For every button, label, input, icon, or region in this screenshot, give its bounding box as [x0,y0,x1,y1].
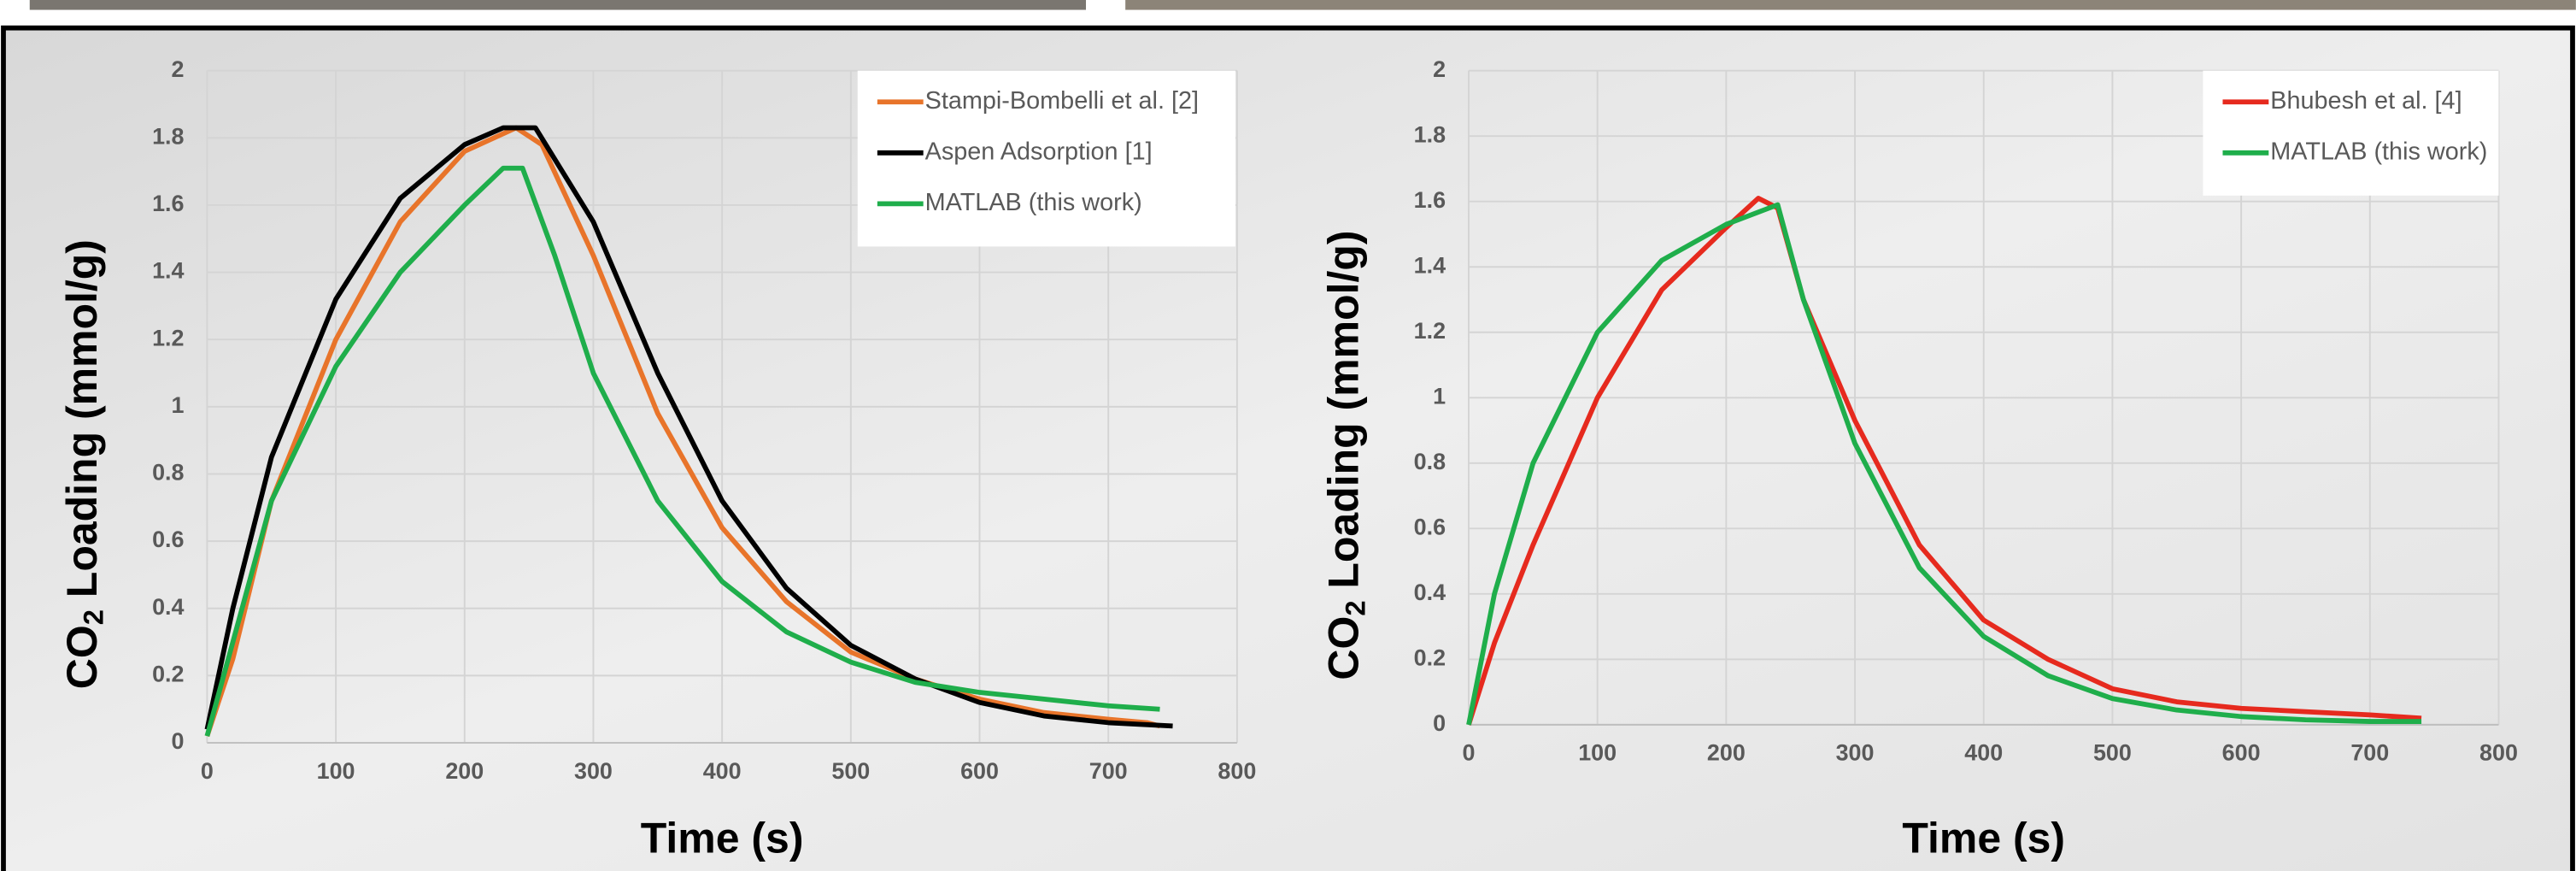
data-line [204,125,1161,738]
y-tick-label: 1 [172,392,185,418]
legend-label: Aspen Adsorption [1] [925,138,1153,165]
y-tick-label: 0 [1433,710,1446,736]
data-line [204,165,1160,737]
frame [1,25,2575,871]
y-axis-title-part: 2 [77,609,109,625]
x-tick-label: 500 [2093,740,2132,766]
y-tick-label: 1.8 [152,123,184,149]
y-tick-label: 0.4 [152,594,184,620]
x-tick-label: 200 [1707,740,1746,766]
data-line [1466,202,2422,726]
x-tick-label: 400 [1964,740,2003,766]
x-tick-label: 800 [1218,758,1256,784]
x-tick-label: 600 [960,758,999,784]
legend-label: MATLAB (this work) [925,189,1142,216]
x-tick-label: 800 [2479,740,2518,766]
x-tick-label: 500 [831,758,870,784]
y-tick-label: 1.6 [1414,187,1446,213]
x-tick-label: 0 [1463,740,1476,766]
photo-strip [1125,0,2576,10]
y-tick-label: 0.6 [1414,514,1446,539]
legend-label: Stampi-Bombelli et al. [2] [925,87,1199,115]
y-axis-title-part: 2 [1339,601,1370,616]
data-line [204,125,1173,730]
photo-strip [29,0,1087,10]
x-tick-label: 200 [445,758,484,784]
legend-label: MATLAB (this work) [2270,138,2487,165]
y-axis-title-part: Loading (mmol/g) [1320,231,1368,601]
y-tick-label: 0.4 [1414,580,1446,605]
y-tick-label: 1.4 [152,258,184,284]
x-tick-label: 700 [2350,740,2389,766]
y-axis-title-part: Loading (mmol/g) [58,239,106,609]
x-tick-label: 300 [574,758,613,784]
y-tick-label: 1 [1433,383,1446,409]
x-tick-label: 600 [2222,740,2261,766]
y-axis-title-part: CO [1320,616,1368,680]
data-line [1466,196,2422,726]
x-axis-title: Time (s) [641,815,804,862]
x-tick-label: 100 [317,758,355,784]
x-tick-label: 400 [703,758,742,784]
x-axis-title: Time (s) [1902,815,2065,862]
y-tick-label: 1.4 [1414,252,1446,278]
x-tick-label: 300 [1836,740,1875,766]
y-tick-label: 1.2 [152,325,184,350]
y-tick-label: 1.2 [1414,318,1446,344]
y-tick-label: 0.8 [152,460,184,486]
y-tick-label: 1.6 [152,191,184,216]
y-tick-label: 0.2 [1414,644,1446,670]
legend-label: Bhubesh et al. [4] [2270,87,2462,115]
legend-box [2203,70,2499,196]
y-tick-label: 2 [1433,56,1446,82]
y-tick-label: 0.8 [1414,449,1446,474]
y-tick-label: 0.2 [152,662,184,687]
x-tick-label: 700 [1089,758,1128,784]
y-tick-label: 1.8 [1414,121,1446,147]
y-tick-label: 2 [172,56,185,82]
x-tick-label: 100 [1578,740,1617,766]
y-axis-title-part: CO [58,625,106,689]
y-tick-label: 0.6 [152,527,184,552]
y-axis-title: CO2 Loading (mmol/g) [58,239,109,689]
y-tick-label: 0 [172,728,185,754]
x-tick-label: 0 [201,758,214,784]
y-axis-title: CO2 Loading (mmol/g) [1320,231,1370,680]
